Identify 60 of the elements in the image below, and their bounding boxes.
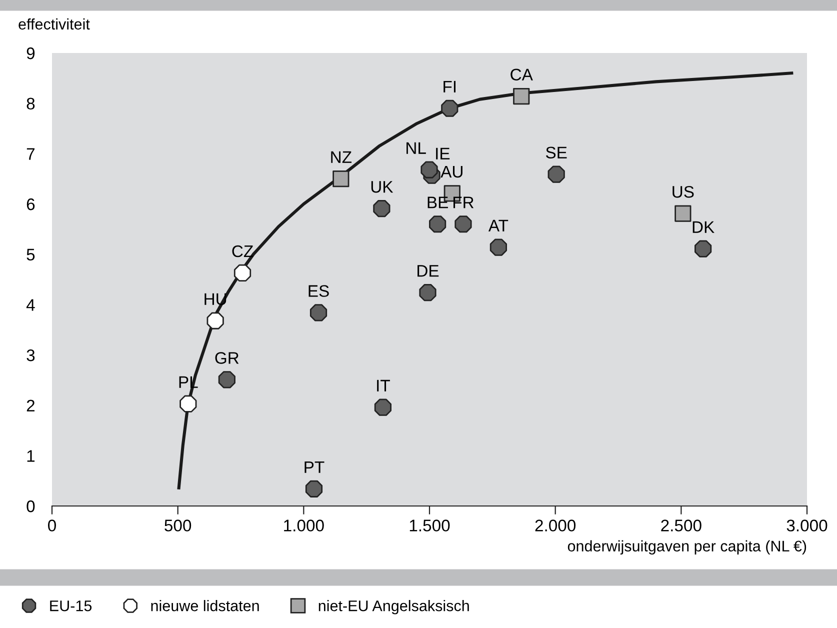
point bbox=[441, 100, 458, 117]
y-tick-label: 1 bbox=[27, 450, 35, 462]
y-tick-label: 0 bbox=[26, 500, 35, 512]
annotation: ES bbox=[308, 285, 329, 297]
annotation: CA bbox=[510, 68, 533, 80]
x-tick-label: 1.500 bbox=[410, 520, 450, 532]
y-tick-label: 8 bbox=[26, 98, 35, 110]
point bbox=[180, 395, 197, 412]
annotation: NL bbox=[406, 142, 426, 154]
annotation: GR bbox=[215, 352, 239, 364]
x-tick-label: 3.000 bbox=[786, 520, 828, 532]
point bbox=[332, 170, 350, 188]
annotation: SE bbox=[546, 146, 567, 159]
point bbox=[548, 166, 565, 183]
y-tick-label: 3 bbox=[26, 349, 35, 362]
x-axis-title: onderwijsuitgaven per capita (NL €) bbox=[568, 540, 806, 555]
annotation: NZ bbox=[331, 151, 352, 163]
point bbox=[374, 398, 392, 416]
point bbox=[310, 304, 328, 322]
point bbox=[206, 312, 224, 330]
point bbox=[454, 216, 472, 233]
x-tick-label: 0 bbox=[48, 520, 56, 532]
point bbox=[420, 161, 438, 178]
annotation: AT bbox=[488, 220, 508, 232]
y-tick-label: 5 bbox=[26, 248, 35, 261]
x-tick-label: 2.500 bbox=[661, 520, 702, 532]
x-tick-label: 1.000 bbox=[284, 520, 324, 532]
point bbox=[694, 240, 712, 258]
y-tick-label: 6 bbox=[26, 198, 35, 210]
annotation: CZ bbox=[232, 245, 254, 258]
legend-label: niet-EU Angelsaksisch bbox=[318, 600, 469, 614]
point bbox=[234, 264, 252, 282]
annotation: IE bbox=[436, 148, 450, 160]
point bbox=[490, 238, 508, 256]
y-tick-label: 4 bbox=[26, 299, 35, 311]
legend-label: EU-15 bbox=[50, 600, 92, 612]
annotation: DE bbox=[418, 265, 439, 277]
point bbox=[674, 205, 692, 222]
annotation: FR bbox=[453, 196, 474, 208]
y-tick-label: 7 bbox=[26, 148, 34, 160]
annotation: UK bbox=[371, 181, 394, 193]
annotation: US bbox=[672, 186, 694, 198]
point bbox=[419, 284, 436, 302]
point bbox=[513, 88, 530, 105]
y-axis-title: effectiviteit bbox=[18, 18, 90, 30]
point bbox=[305, 480, 323, 498]
x-tick-label: 2.000 bbox=[535, 520, 576, 532]
point bbox=[373, 200, 390, 218]
annotation: DK bbox=[692, 221, 714, 233]
y-tick-label: 2 bbox=[26, 400, 34, 412]
annotation: FI bbox=[444, 80, 456, 92]
point bbox=[218, 371, 236, 388]
point bbox=[429, 216, 446, 233]
annotation: PT bbox=[304, 461, 324, 473]
x-tick-label: 500 bbox=[164, 520, 192, 532]
annotation: AU bbox=[440, 166, 462, 178]
legend-label: nieuwe lidstaten bbox=[151, 600, 259, 612]
y-tick-label: 9 bbox=[26, 47, 35, 60]
annotation: BE bbox=[428, 196, 448, 208]
annotation: IT bbox=[377, 380, 390, 392]
